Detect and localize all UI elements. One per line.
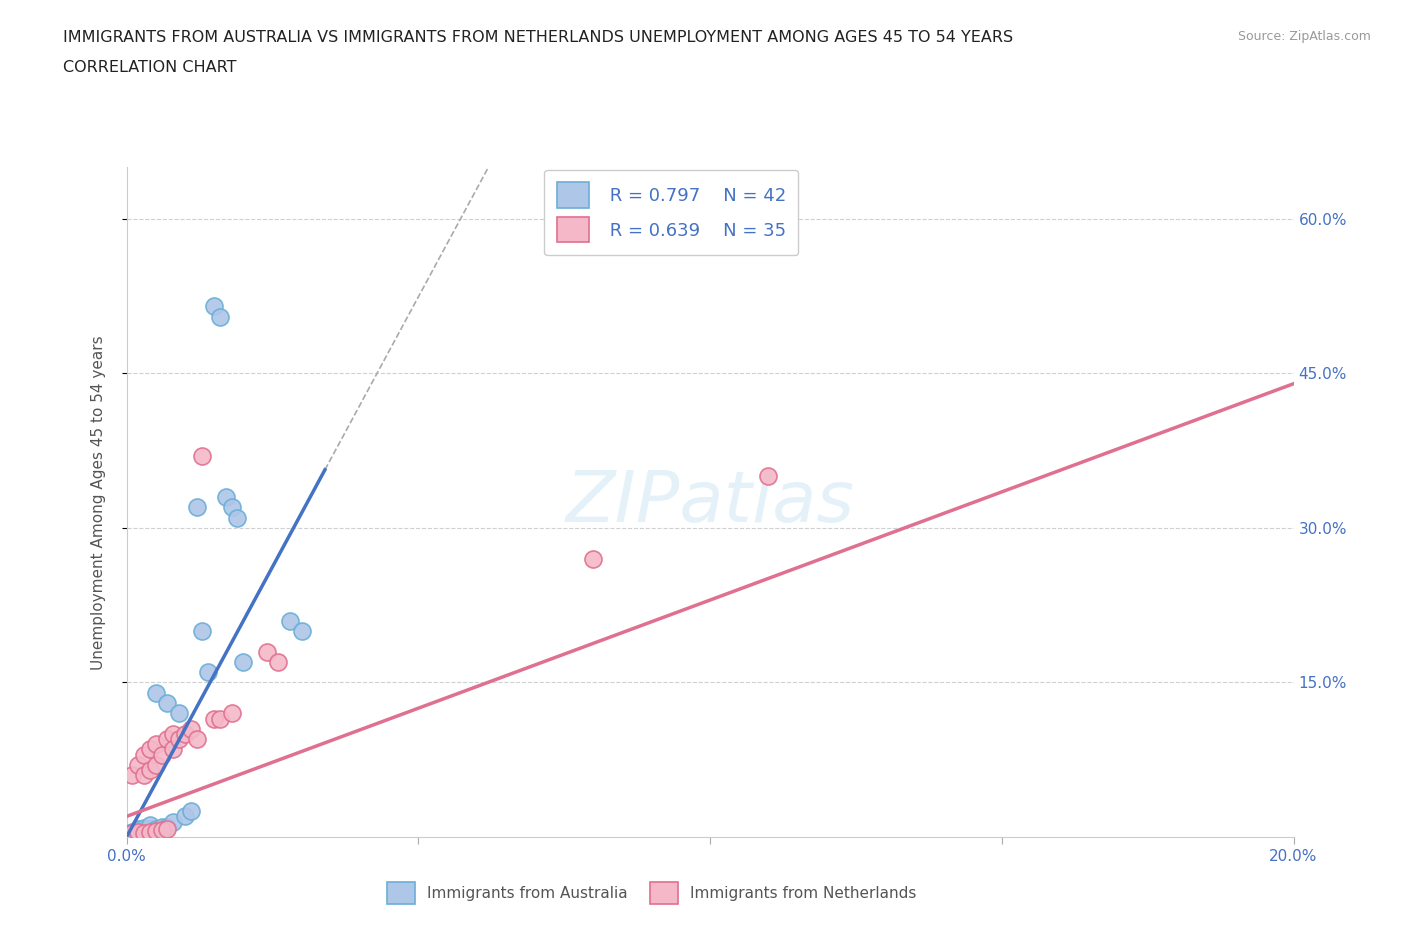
Point [186,500,208,515]
Point [127,821,149,836]
Point [127,824,149,839]
Point [256,644,278,659]
Point [208,310,231,325]
Point [191,448,214,463]
Point [202,299,225,314]
Legend: Immigrants from Australia, Immigrants from Netherlands: Immigrants from Australia, Immigrants fr… [381,876,922,910]
Point [139,817,162,832]
Point [582,551,605,566]
Point [127,827,149,842]
Point [197,665,219,680]
Text: CORRELATION CHART: CORRELATION CHART [63,60,236,75]
Point [221,706,243,721]
Point [208,711,231,726]
Text: ZIPatlas: ZIPatlas [565,468,855,537]
Text: Source: ZipAtlas.com: Source: ZipAtlas.com [1237,30,1371,43]
Point [145,685,167,700]
Point [174,809,197,824]
Point [290,623,312,638]
Point [132,820,155,835]
Text: IMMIGRANTS FROM AUSTRALIA VS IMMIGRANTS FROM NETHERLANDS UNEMPLOYMENT AMONG AGES: IMMIGRANTS FROM AUSTRALIA VS IMMIGRANTS … [63,30,1014,45]
Point [139,823,162,838]
Point [156,732,179,747]
Point [156,696,179,711]
Point [145,821,167,836]
Point [115,829,138,844]
Point [156,821,179,836]
Point [139,763,162,777]
Point [156,819,179,834]
Point [121,768,143,783]
Point [186,732,208,747]
Y-axis label: Unemployment Among Ages 45 to 54 years: Unemployment Among Ages 45 to 54 years [91,335,105,670]
Point [162,814,184,829]
Point [191,623,214,638]
Point [267,655,290,670]
Point [121,829,143,844]
Point [150,821,173,836]
Point [127,827,149,842]
Point [162,742,184,757]
Point [162,726,184,741]
Point [145,823,167,838]
Point [180,804,202,818]
Point [139,821,162,836]
Point [202,711,225,726]
Point [132,826,155,841]
Point [221,500,243,515]
Point [278,613,301,628]
Point [226,511,249,525]
Point [139,824,162,839]
Point [145,757,167,772]
Point [132,824,155,839]
Point [121,827,143,842]
Point [150,747,173,762]
Point [121,824,143,839]
Point [174,726,197,741]
Point [127,757,149,772]
Point [132,822,155,837]
Point [150,822,173,837]
Point [180,722,202,737]
Point [215,489,238,504]
Point [139,826,162,841]
Point [115,827,138,842]
Point [115,828,138,843]
Point [167,706,190,721]
Point [121,826,143,841]
Point [115,829,138,844]
Point [127,824,149,839]
Point [756,469,779,484]
Point [121,826,143,841]
Point [132,827,155,842]
Point [132,747,155,762]
Point [139,742,162,757]
Point [127,828,149,843]
Point [145,823,167,838]
Point [121,828,143,843]
Point [145,737,167,751]
Point [167,732,190,747]
Point [127,823,149,838]
Point [150,819,173,834]
Point [232,655,254,670]
Point [132,768,155,783]
Point [121,828,143,843]
